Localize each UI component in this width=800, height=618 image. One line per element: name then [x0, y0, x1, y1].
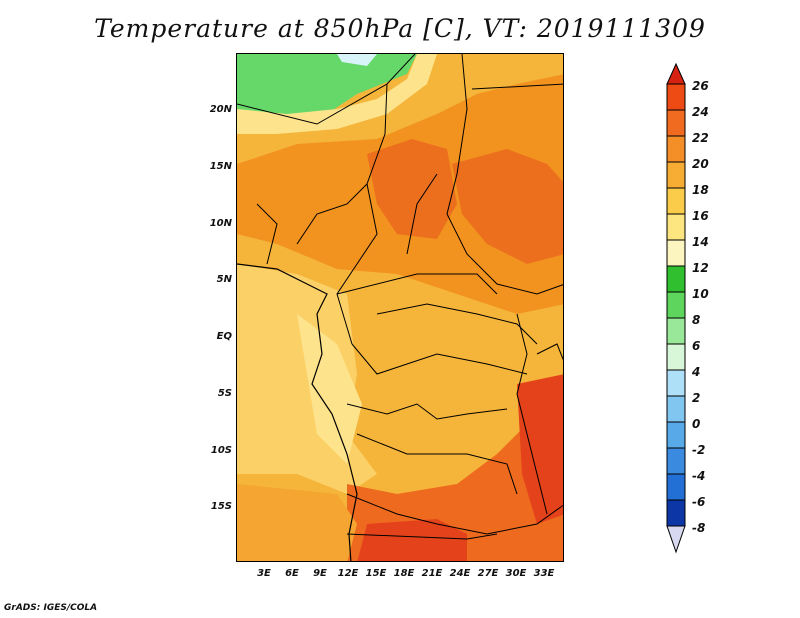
lon-label-24e: 24E — [449, 568, 471, 579]
lon-label-27e: 27E — [477, 568, 499, 579]
lon-label-33e: 33E — [533, 568, 555, 579]
colorbar-label-m2: -2 — [692, 443, 706, 457]
lat-label-5n: 5N — [216, 274, 232, 285]
lon-label-15e: 15E — [365, 568, 387, 579]
colorbar-label-m8: -8 — [692, 521, 706, 535]
colorbar-swatch-2-4 — [666, 369, 686, 397]
lon-label-21e: 21E — [421, 568, 443, 579]
colorbar-swatch-20-22 — [666, 135, 686, 163]
colorbar-label-6: 6 — [692, 339, 701, 353]
colorbar-bottom-arrow — [666, 525, 686, 554]
credit-label: GrADS: IGES/COLA — [4, 603, 98, 613]
colorbar-label-18: 18 — [692, 183, 709, 197]
colorbar-swatch-m2-0 — [666, 421, 686, 449]
colorbar-label-0: 0 — [692, 417, 701, 431]
field-hot-south-core — [357, 519, 467, 561]
colorbar-label-m4: -4 — [692, 469, 706, 483]
colorbar-label-14: 14 — [692, 235, 709, 249]
colorbar-label-24: 24 — [692, 105, 709, 119]
colorbar-swatch-m6-m4 — [666, 473, 686, 501]
chart-title: Temperature at 850hPa [C], VT: 201911130… — [94, 14, 706, 43]
lon-label-18e: 18E — [393, 568, 415, 579]
lon-label-6e: 6E — [285, 568, 299, 579]
lat-label-15n: 15N — [209, 161, 232, 172]
colorbar-swatch-16-18 — [666, 187, 686, 215]
lat-label-eq: EQ — [216, 331, 232, 342]
colorbar-swatches — [666, 83, 686, 527]
colorbar-label-m6: -6 — [692, 495, 706, 509]
lat-label-20n: 20N — [209, 104, 232, 115]
temperature-field-map — [237, 54, 563, 561]
colorbar-swatch-14-16 — [666, 213, 686, 241]
colorbar-swatch-4-6 — [666, 343, 686, 371]
colorbar-swatch-6-8 — [666, 317, 686, 345]
colorbar-top-arrow — [666, 62, 686, 85]
field-coastal-cool — [297, 314, 362, 464]
field-hot-core-north-east — [452, 149, 563, 264]
lat-label-15s: 15S — [210, 501, 232, 512]
colorbar-label-2: 2 — [692, 391, 701, 405]
field-hot-south — [347, 395, 563, 561]
field-southwest — [237, 484, 357, 561]
colorbar-label-16: 16 — [692, 209, 709, 223]
colorbar-swatch-10-12 — [666, 265, 686, 293]
colorbar-label-22: 22 — [692, 131, 709, 145]
field-cool-north — [237, 54, 417, 119]
country-boundaries — [237, 54, 563, 540]
lat-label-10s: 10S — [210, 445, 232, 456]
colorbar-label-4: 4 — [692, 365, 701, 379]
colorbar-label-10: 10 — [692, 287, 709, 301]
colorbar-swatch-12-14 — [666, 239, 686, 267]
map-panel — [236, 53, 564, 562]
colorbar-label-26: 26 — [692, 79, 709, 93]
lon-label-3e: 3E — [257, 568, 271, 579]
field-cold-patch — [337, 54, 377, 66]
colorbar-label-20: 20 — [692, 157, 709, 171]
lat-label-10n: 10N — [209, 218, 232, 229]
lon-label-30e: 30E — [505, 568, 527, 579]
colorbar-label-12: 12 — [692, 261, 709, 275]
lon-label-9e: 9E — [313, 568, 327, 579]
colorbar — [666, 62, 686, 554]
colorbar-swatch-22-24 — [666, 109, 686, 137]
colorbar-swatch-8-10 — [666, 291, 686, 319]
field-hot-east — [517, 374, 563, 524]
colorbar-swatch-0-2 — [666, 395, 686, 423]
colorbar-swatch-m4-m2 — [666, 447, 686, 475]
colorbar-label-8: 8 — [692, 313, 701, 327]
lon-label-12e: 12E — [337, 568, 359, 579]
colorbar-swatch-24-26 — [666, 83, 686, 111]
field-mild-band — [237, 54, 437, 134]
lat-label-5s: 5S — [217, 388, 232, 399]
colorbar-swatch-18-20 — [666, 161, 686, 189]
field-hot-core-north-west — [367, 139, 457, 239]
coastline — [237, 263, 358, 561]
colorbar-swatch-m8-m6 — [666, 499, 686, 527]
